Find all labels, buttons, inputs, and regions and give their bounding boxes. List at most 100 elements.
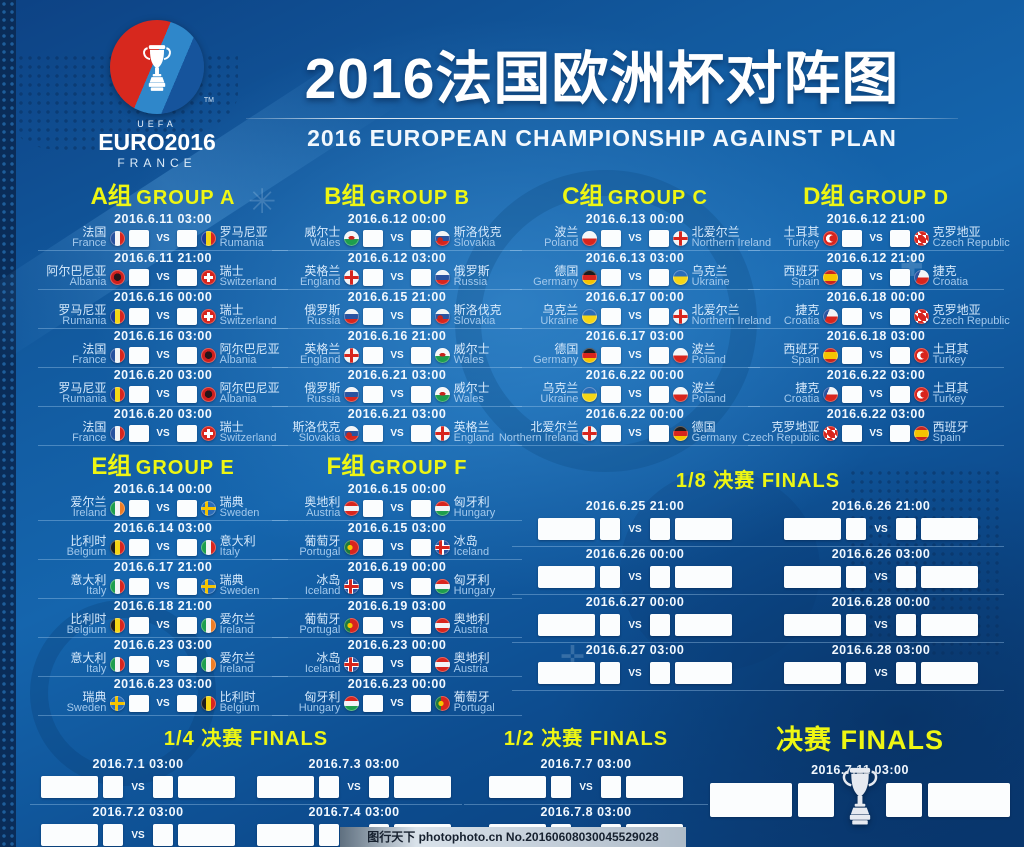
flag-iceland-icon [344,578,360,594]
vs-label: VS [156,310,170,322]
match-row: 2016.6.15 21:00 俄罗斯 Russia VS 斯洛伐克 Slova… [272,290,522,329]
away-team: 瑞士 Switzerland [220,421,288,444]
flag-hungary-icon [434,500,450,516]
away-team-name-en: Slovakia [453,315,496,327]
home-team-name-zh: 西班牙 [783,264,820,278]
home-team: 意大利 Italy [38,652,107,675]
home-team-name-en: Ukraine [540,393,579,405]
home-team-name-zh: 法国 [82,342,107,356]
home-team-name-zh: 俄罗斯 [304,381,341,395]
home-team-box [538,518,596,540]
match-date: 2016.6.11 03:00 [114,212,212,226]
away-team-name-zh: 斯洛伐克 [453,303,502,317]
flag-sweden-icon [110,695,126,711]
flag-portugal-icon [344,539,360,555]
flag-spain-icon [823,269,839,285]
away-team: 匈牙利 Hungary [454,574,522,597]
final-title: 决赛 FINALS [776,725,944,755]
semi-finals-title: 1/2 决赛 FINALS [503,728,669,750]
match-date: 2016.7.2 03:00 [92,805,184,819]
away-team-box [625,776,683,798]
flag-russia-icon [434,269,450,285]
home-score-box [129,616,150,634]
home-score-box [600,566,621,588]
home-score-box [129,694,150,712]
match-date: 2016.6.22 03:00 [826,368,926,382]
home-score-box [842,307,863,325]
away-team: 威尔士 Wales [454,382,522,405]
group-section: E组 GROUP E 2016.6.14 00:00 爱尔兰 Ireland V… [38,453,288,716]
away-team: 奥地利 Austria [454,652,522,675]
home-team: 罗马尼亚 Rumania [38,304,106,327]
match-row: 2016.6.18 03:00 西班牙 Spain VS 土耳其 Turkey [748,329,1004,368]
final-match-row [710,778,1010,822]
home-team-name-en: England [299,276,341,288]
match-row: 2016.6.21 03:00 俄罗斯 Russia VS 威尔士 Wales [272,368,522,407]
final-away-score-box [886,783,922,817]
knockout-match-row: 2016.7.7 03:00 VS [464,757,708,805]
home-team-box [489,776,547,798]
home-score-box [846,662,867,684]
away-team: 德国 Germany [692,421,760,444]
match-date: 2016.6.27 03:00 [585,643,685,657]
away-team-name-zh: 瑞士 [219,303,244,317]
home-team: 土耳其 Turkey [748,226,819,249]
match-row: 2016.6.12 00:00 威尔士 Wales VS 斯洛伐克 Slovak… [272,212,522,251]
away-score-box [152,824,173,846]
home-team: 比利时 Belgium [38,535,107,558]
match-date: 2016.6.26 03:00 [831,547,931,561]
home-team-name-zh: 法国 [82,225,107,239]
page-title: 2016法国欧洲杯对阵图 [304,47,900,111]
match-date: 2016.6.26 00:00 [585,547,685,561]
away-team-name-zh: 西班牙 [932,420,969,434]
away-score-box [895,662,916,684]
away-team: 瑞典 Sweden [220,496,288,519]
flag-belgium-icon [200,695,216,711]
flag-russia-icon [344,308,360,324]
vs-label: VS [390,658,404,670]
group-section: F组 GROUP F 2016.6.15 00:00 奥地利 Austria V… [272,453,522,716]
match-date: 2016.6.28 00:00 [831,595,931,609]
home-team-name-zh: 乌克兰 [542,381,579,395]
flag-england-icon [344,347,360,363]
home-score-box [129,307,150,325]
away-team-box [920,518,978,540]
away-team-name-en: Northern Ireland [691,315,772,327]
match-row: 2016.6.20 03:00 罗马尼亚 Rumania VS 阿尔巴尼亚 Al… [38,368,288,407]
quarter-finals-title: 1/4 决赛 FINALS [163,728,329,750]
away-team-name-zh: 爱尔兰 [219,612,256,626]
flag-hungary-icon [344,695,360,711]
flag-turkey-icon [913,386,929,402]
home-team-name-en: Italy [86,663,107,675]
match-row: 2016.6.22 00:00 乌克兰 Ukraine VS 波兰 Poland [510,368,760,407]
away-team-name-en: Rumania [219,237,264,249]
match-date: 2016.6.20 03:00 [113,368,213,382]
home-team-name-en: Austria [306,507,341,519]
away-team-name-zh: 意大利 [219,534,256,548]
away-team: 波兰 Poland [692,343,760,366]
home-team-name-zh: 俄罗斯 [304,303,341,317]
home-team: 奥地利 Austria [272,496,341,519]
home-score-box [842,385,863,403]
away-score-box [410,229,431,247]
home-team-name-zh: 阿尔巴尼亚 [46,264,107,278]
away-team-name-zh: 英格兰 [453,420,490,434]
home-score-box [363,307,384,325]
group-name-zh: C组 [562,183,604,210]
header-titles: 2016法国欧洲杯对阵图 2016 EUROPEAN CHAMPIONSHIP … [240,48,964,152]
away-team-box [920,614,978,636]
home-team: 斯洛伐克 Slovakia [272,421,340,444]
away-score-box [176,307,197,325]
knockout-match-row: 2016.6.28 00:00 VS [758,595,1004,643]
match-row: 2016.6.14 00:00 爱尔兰 Ireland VS 瑞典 Sweden [38,482,288,521]
home-score-box [363,268,384,286]
away-team-name-zh: 北爱尔兰 [691,225,740,239]
home-team-box [538,566,596,588]
match-date: 2016.7.8 03:00 [540,805,632,819]
flag-germany-icon [672,425,688,441]
match-row: 2016.6.19 00:00 冰岛 Iceland VS 匈牙利 Hungar… [272,560,522,599]
flag-croatia-icon [913,230,929,246]
euro2016-logo: TM UEFA EURO2016 FRANCE [82,20,232,170]
home-team-name-en: France [72,237,107,249]
